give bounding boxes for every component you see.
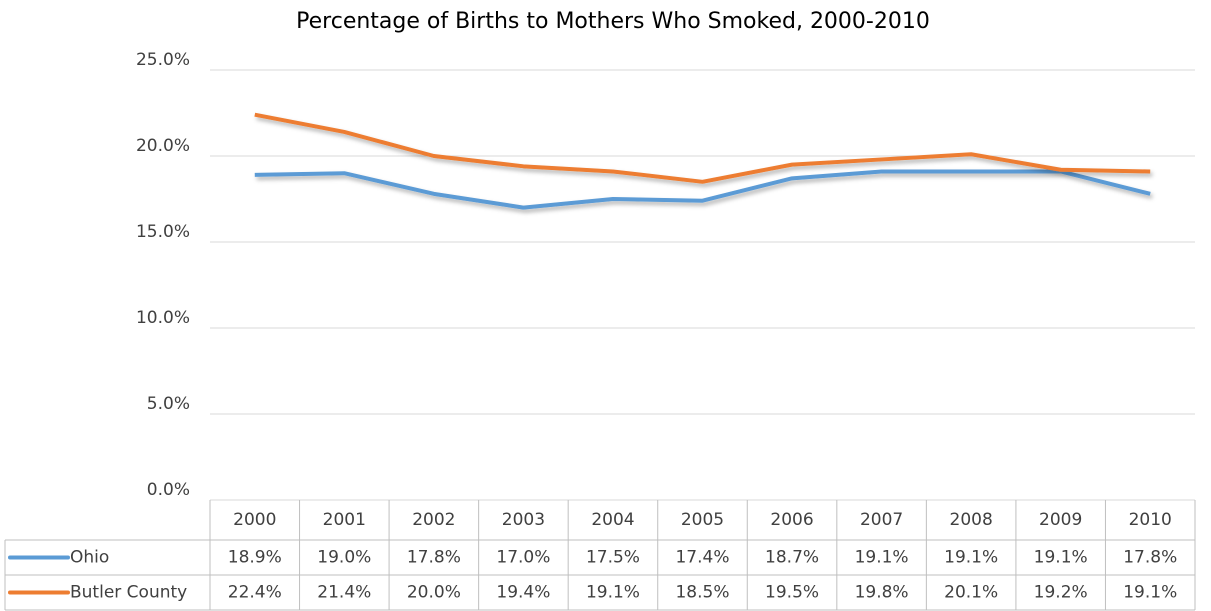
x-tick-label: 2001	[323, 510, 366, 530]
table-cell: 19.2%	[1034, 583, 1088, 603]
x-tick-label: 2009	[1039, 510, 1082, 530]
table-cell: 20.0%	[407, 583, 461, 603]
table-cell: 17.0%	[496, 548, 550, 568]
table-cell: 22.4%	[228, 583, 282, 603]
table-cell: 19.4%	[496, 583, 550, 603]
table-cell: 19.1%	[1123, 583, 1177, 603]
table-cell: 18.5%	[675, 583, 729, 603]
x-tick-label: 2008	[950, 510, 993, 530]
y-tick-label: 0.0%	[147, 480, 190, 500]
table-cell: 17.8%	[1123, 548, 1177, 568]
y-tick-label: 15.0%	[136, 222, 190, 242]
series-line	[254, 112, 1151, 184]
table-cell: 20.1%	[944, 583, 998, 603]
x-tick-label: 2010	[1129, 510, 1172, 530]
table-cell: 21.4%	[317, 583, 371, 603]
x-tick-label: 2005	[681, 510, 724, 530]
legend-label: Ohio	[70, 548, 109, 568]
x-tick-label: 2000	[233, 510, 276, 530]
table-cell: 17.8%	[407, 548, 461, 568]
x-tick-label: 2003	[502, 510, 545, 530]
y-tick-label: 20.0%	[136, 136, 190, 156]
table-cell: 19.5%	[765, 583, 819, 603]
table-cell: 18.9%	[228, 548, 282, 568]
table-cell: 17.4%	[675, 548, 729, 568]
legend-label: Butler County	[70, 583, 187, 603]
table-cell: 19.1%	[1034, 548, 1088, 568]
x-tick-label: 2004	[591, 510, 634, 530]
table-cell: 18.7%	[765, 548, 819, 568]
x-tick-label: 2002	[412, 510, 455, 530]
y-tick-label: 25.0%	[136, 50, 190, 70]
table-cell: 19.1%	[944, 548, 998, 568]
series-line	[254, 169, 1151, 210]
table-cell: 19.1%	[586, 583, 640, 603]
y-tick-label: 10.0%	[136, 308, 190, 328]
table-cell: 17.5%	[586, 548, 640, 568]
x-tick-label: 2006	[770, 510, 813, 530]
y-tick-label: 5.0%	[147, 394, 190, 414]
table-cell: 19.1%	[855, 548, 909, 568]
table-cell: 19.0%	[317, 548, 371, 568]
chart-title: Percentage of Births to Mothers Who Smok…	[296, 9, 930, 34]
x-tick-label: 2007	[860, 510, 903, 530]
table-cell: 19.8%	[855, 583, 909, 603]
